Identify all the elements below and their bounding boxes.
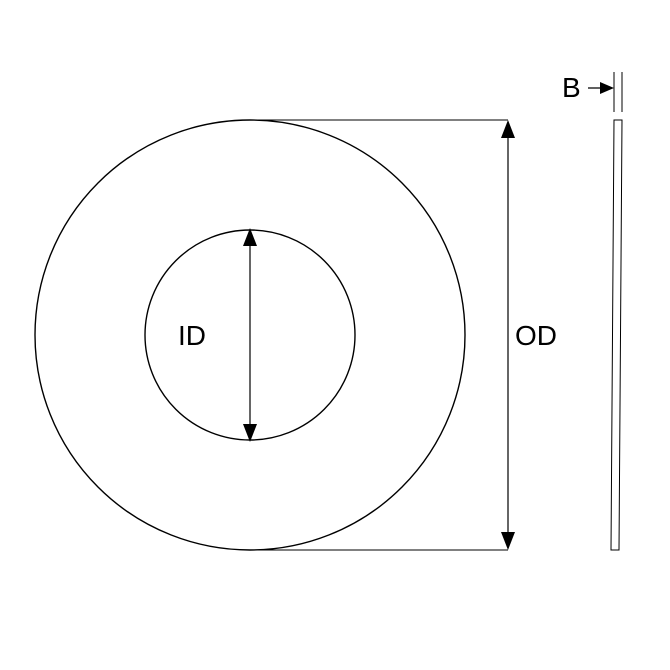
side-view [611,120,622,550]
b-dimension: B [562,72,622,112]
b-label: B [562,72,581,103]
od-label: OD [515,320,557,351]
washer-dimension-diagram: ID OD B [0,0,670,670]
id-label: ID [178,320,206,351]
id-dimension: ID [178,228,257,442]
